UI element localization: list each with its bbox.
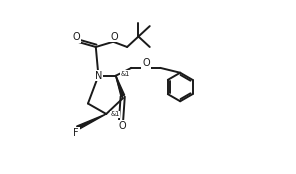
Text: O: O [142, 58, 150, 68]
Polygon shape [116, 76, 125, 96]
Text: &1: &1 [111, 111, 120, 117]
Text: O: O [73, 32, 81, 42]
Text: &1: &1 [121, 71, 130, 77]
Text: N: N [95, 71, 102, 81]
Text: F: F [73, 128, 79, 138]
Text: O: O [110, 31, 118, 42]
Text: O: O [119, 121, 127, 131]
Polygon shape [77, 114, 106, 130]
